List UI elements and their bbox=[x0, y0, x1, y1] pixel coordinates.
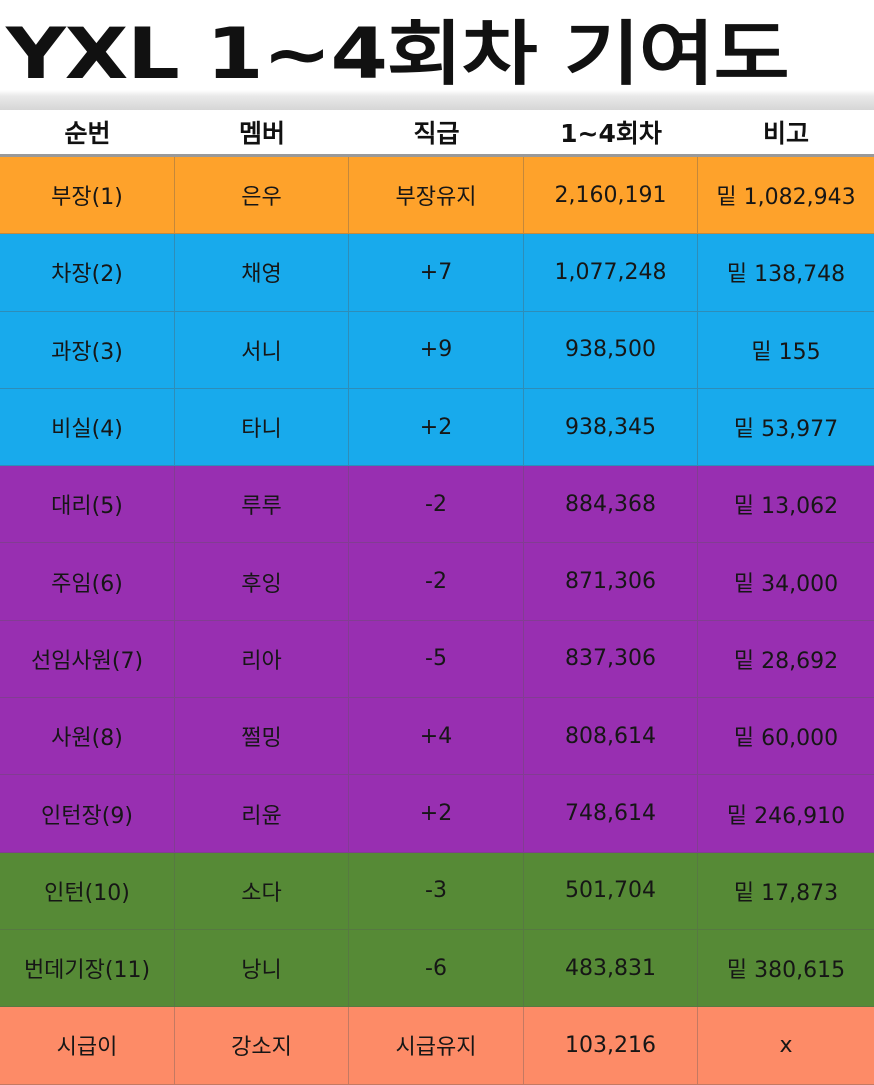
position-cell: -6 bbox=[349, 929, 524, 1008]
position-cell: 부장유지 bbox=[349, 157, 524, 235]
rank-cell: 선임사원(7) bbox=[0, 620, 175, 699]
score-cell: 103,216 bbox=[524, 1007, 698, 1085]
member-cell: 쩔밍 bbox=[175, 698, 349, 776]
member-cell: 서니 bbox=[175, 311, 349, 389]
position-cell: -5 bbox=[349, 620, 524, 699]
rank-cell: 사원(8) bbox=[0, 698, 175, 776]
table-row: 과장(3) 서니 +9 938,500 밑 155 bbox=[0, 311, 874, 389]
position-cell: +7 bbox=[349, 234, 524, 312]
rank-cell: 시급이 bbox=[0, 1007, 175, 1085]
score-cell: 871,306 bbox=[524, 543, 698, 621]
table-header-row: 순번 멤버 직급 1~4회차 비고 bbox=[0, 110, 874, 157]
table-row: 번데기장(11) 낭니 -6 483,831 밑 380,615 bbox=[0, 929, 874, 1008]
member-cell: 채영 bbox=[175, 234, 349, 312]
position-cell: -2 bbox=[349, 543, 524, 621]
score-cell: 748,614 bbox=[524, 775, 698, 853]
table-body: 부장(1) 은우 부장유지 2,160,191 밑 1,082,943 차장(2) 채영 +7… bbox=[0, 157, 874, 1085]
note-cell: 밑 13,062 bbox=[698, 466, 874, 544]
score-cell: 837,306 bbox=[524, 620, 698, 699]
table-row: 인턴(10) 소다 -3 501,704 밑 17,873 bbox=[0, 852, 874, 930]
rank-cell: 번데기장(11) bbox=[0, 929, 175, 1008]
note-cell: 밑 246,910 bbox=[698, 775, 874, 853]
rank-cell: 주임(6) bbox=[0, 543, 175, 621]
member-cell: 낭니 bbox=[175, 929, 349, 1008]
table-row: 차장(2) 채영 +7 1,077,248 밑 138,748 bbox=[0, 234, 874, 312]
rank-cell: 인턴장(9) bbox=[0, 775, 175, 853]
score-cell: 884,368 bbox=[524, 466, 698, 544]
note-cell: 밑 34,000 bbox=[698, 543, 874, 621]
position-cell: +2 bbox=[349, 775, 524, 853]
note-cell: 밑 1,082,943 bbox=[698, 157, 874, 235]
rank-cell: 인턴(10) bbox=[0, 852, 175, 930]
title-bar: YXL 1~4회차 기여도 bbox=[0, 0, 874, 110]
position-cell: 시급유지 bbox=[349, 1007, 524, 1085]
member-cell: 강소지 bbox=[175, 1007, 349, 1085]
table-row: 주임(6) 후잉 -2 871,306 밑 34,000 bbox=[0, 543, 874, 621]
header-rank: 순번 bbox=[64, 119, 111, 148]
member-cell: 소다 bbox=[175, 852, 349, 930]
note-cell: 밑 17,873 bbox=[698, 853, 874, 930]
score-cell: 938,345 bbox=[524, 388, 698, 467]
note-cell: 밑 28,692 bbox=[698, 621, 874, 699]
position-cell: +2 bbox=[349, 388, 524, 467]
score-cell: 1,077,248 bbox=[524, 234, 698, 312]
rank-cell: 부장(1) bbox=[0, 157, 175, 235]
note-cell: x bbox=[698, 1007, 874, 1085]
header-note: 비고 bbox=[762, 119, 809, 148]
member-cell: 후잉 bbox=[175, 543, 349, 621]
note-cell: 밑 53,977 bbox=[698, 389, 874, 467]
rank-cell: 대리(5) bbox=[0, 466, 175, 544]
table-row: 인턴장(9) 리윤 +2 748,614 밑 246,910 bbox=[0, 775, 874, 853]
page-title: YXL 1~4회차 기여도 bbox=[6, 13, 790, 95]
rank-cell: 비실(4) bbox=[0, 388, 175, 467]
member-cell: 리윤 bbox=[175, 775, 349, 853]
score-cell: 2,160,191 bbox=[524, 157, 698, 235]
member-cell: 은우 bbox=[175, 157, 349, 235]
table-row: 사원(8) 쩔밍 +4 808,614 밑 60,000 bbox=[0, 698, 874, 776]
position-cell: +9 bbox=[349, 311, 524, 389]
table-row: 부장(1) 은우 부장유지 2,160,191 밑 1,082,943 bbox=[0, 157, 874, 235]
rank-cell: 과장(3) bbox=[0, 311, 175, 389]
header-position: 직급 bbox=[413, 119, 460, 148]
member-cell: 루루 bbox=[175, 466, 349, 544]
note-cell: 밑 60,000 bbox=[698, 698, 874, 776]
table-row: 선임사원(7) 리아 -5 837,306 밑 28,692 bbox=[0, 620, 874, 699]
rank-cell: 차장(2) bbox=[0, 234, 175, 312]
header-score: 1~4회차 bbox=[560, 119, 662, 148]
table-row: 대리(5) 루루 -2 884,368 밑 13,062 bbox=[0, 466, 874, 544]
table-row: 비실(4) 타니 +2 938,345 밑 53,977 bbox=[0, 388, 874, 467]
note-cell: 밑 155 bbox=[698, 312, 874, 389]
contribution-table: 순번 멤버 직급 1~4회차 비고 부장(1) 은우 부장유지 2,160,191 밑 … bbox=[0, 110, 874, 1085]
position-cell: +4 bbox=[349, 698, 524, 776]
note-cell: 밑 138,748 bbox=[698, 234, 874, 312]
member-cell: 타니 bbox=[175, 388, 349, 467]
score-cell: 483,831 bbox=[524, 929, 698, 1008]
header-member: 멤버 bbox=[238, 119, 285, 148]
note-cell: 밑 380,615 bbox=[698, 930, 874, 1008]
member-cell: 리아 bbox=[175, 620, 349, 699]
score-cell: 938,500 bbox=[524, 311, 698, 389]
score-cell: 501,704 bbox=[524, 852, 698, 930]
score-cell: 808,614 bbox=[524, 698, 698, 776]
position-cell: -2 bbox=[349, 466, 524, 544]
table-row: 시급이 강소지 시급유지 103,216 x bbox=[0, 1007, 874, 1085]
position-cell: -3 bbox=[349, 852, 524, 930]
